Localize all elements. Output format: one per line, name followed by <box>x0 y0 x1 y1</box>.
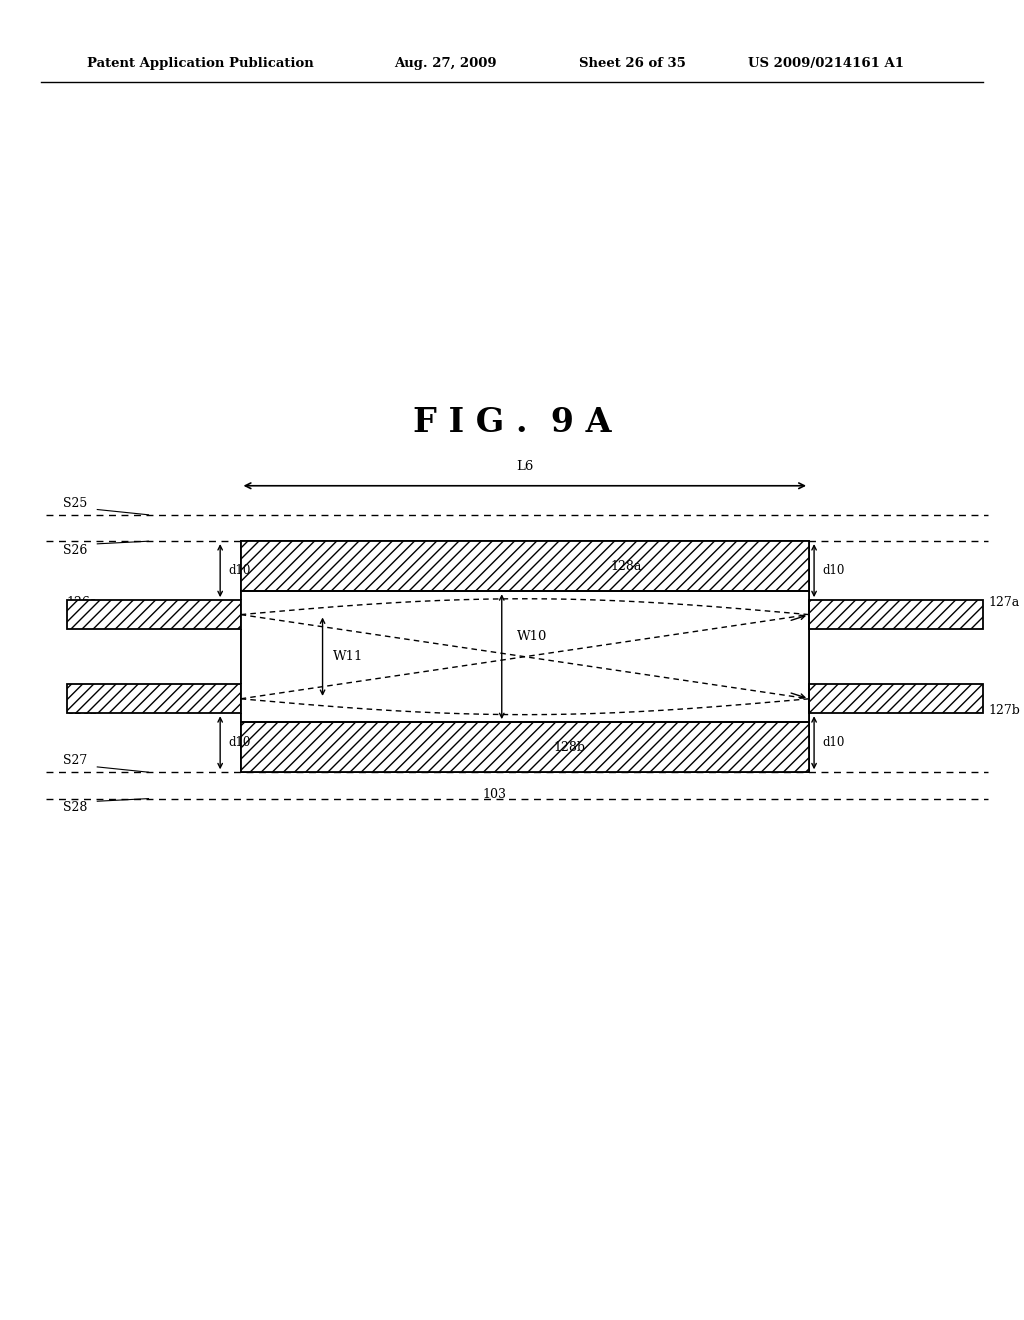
Text: W10: W10 <box>517 631 548 643</box>
Bar <box>241 684 244 713</box>
Text: Aug. 27, 2009: Aug. 27, 2009 <box>394 57 497 70</box>
Text: d10: d10 <box>228 564 251 577</box>
Bar <box>67 684 241 713</box>
Bar <box>241 591 809 722</box>
Text: 126a: 126a <box>67 597 98 610</box>
Text: US 2009/0214161 A1: US 2009/0214161 A1 <box>748 57 903 70</box>
Text: S27: S27 <box>63 754 88 767</box>
Bar <box>809 601 983 630</box>
Text: 128a: 128a <box>610 560 641 573</box>
Text: 127a: 127a <box>988 597 1020 610</box>
Text: L6: L6 <box>516 459 534 473</box>
Bar <box>241 541 809 591</box>
Text: F I G .  9 A: F I G . 9 A <box>413 407 611 438</box>
Bar <box>241 722 809 772</box>
Text: d10: d10 <box>822 564 845 577</box>
Bar <box>67 601 241 630</box>
Text: 103: 103 <box>482 788 506 801</box>
Text: 127b: 127b <box>988 704 1020 717</box>
Text: Patent Application Publication: Patent Application Publication <box>87 57 313 70</box>
Text: 128b: 128b <box>553 741 586 754</box>
Bar <box>809 684 983 713</box>
Text: d10: d10 <box>228 737 251 750</box>
Bar <box>241 601 244 630</box>
Text: Sheet 26 of 35: Sheet 26 of 35 <box>579 57 685 70</box>
Text: 126b: 126b <box>67 704 98 717</box>
Bar <box>241 541 809 772</box>
Text: S26: S26 <box>63 544 88 557</box>
Text: S28: S28 <box>63 801 88 814</box>
Text: S25: S25 <box>63 496 88 510</box>
Text: W11: W11 <box>333 651 364 663</box>
Text: d10: d10 <box>822 737 845 750</box>
